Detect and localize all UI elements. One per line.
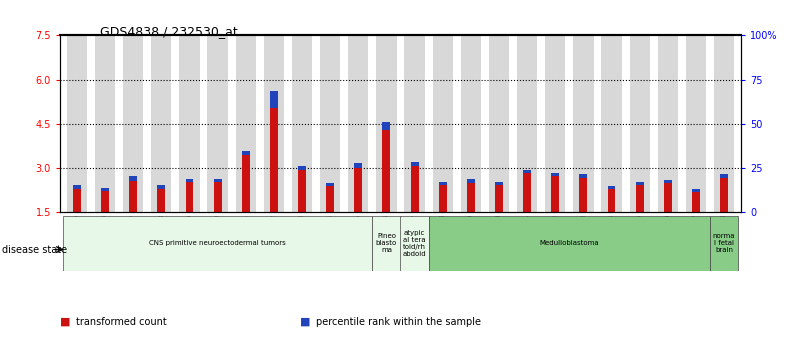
Bar: [348, 35, 368, 212]
Bar: [73, 185, 81, 189]
Bar: [383, 130, 390, 212]
Text: Pineo
blasto
ma: Pineo blasto ma: [376, 233, 397, 253]
Bar: [292, 35, 312, 212]
Bar: [692, 192, 700, 212]
Bar: [602, 35, 622, 212]
Bar: [242, 155, 250, 212]
Bar: [207, 35, 227, 212]
Bar: [158, 189, 165, 212]
Text: ■: ■: [300, 317, 311, 327]
Bar: [73, 189, 81, 212]
Bar: [714, 35, 735, 212]
Bar: [129, 181, 137, 212]
Bar: [720, 178, 728, 212]
Bar: [214, 179, 222, 182]
Bar: [608, 187, 615, 189]
Bar: [186, 179, 193, 182]
Text: atypic
al tera
toid/rh
abdoid: atypic al tera toid/rh abdoid: [403, 230, 426, 257]
Bar: [376, 35, 396, 212]
Bar: [326, 187, 334, 212]
Bar: [579, 174, 587, 178]
Bar: [411, 166, 418, 212]
Bar: [101, 191, 109, 212]
Bar: [545, 35, 566, 212]
Bar: [523, 173, 531, 212]
Bar: [270, 91, 278, 108]
Bar: [495, 185, 503, 212]
Bar: [439, 185, 447, 212]
Text: GDS4838 / 232530_at: GDS4838 / 232530_at: [100, 25, 238, 38]
Bar: [523, 170, 531, 173]
Bar: [467, 183, 475, 212]
Bar: [179, 35, 199, 212]
Bar: [433, 35, 453, 212]
Bar: [186, 182, 193, 212]
Bar: [242, 151, 250, 155]
Bar: [630, 35, 650, 212]
Bar: [158, 185, 165, 189]
Bar: [298, 166, 306, 170]
Bar: [608, 189, 615, 212]
Bar: [354, 164, 362, 167]
Bar: [495, 182, 503, 185]
Bar: [658, 35, 678, 212]
Text: ■: ■: [60, 317, 70, 327]
Bar: [579, 178, 587, 212]
Bar: [411, 162, 418, 166]
Bar: [235, 35, 256, 212]
Bar: [270, 108, 278, 212]
Bar: [664, 183, 672, 212]
Bar: [400, 216, 429, 271]
Bar: [101, 188, 109, 191]
Bar: [517, 35, 537, 212]
Bar: [439, 182, 447, 185]
Bar: [123, 35, 143, 212]
Bar: [664, 180, 672, 183]
Bar: [574, 35, 594, 212]
Text: disease state: disease state: [2, 245, 66, 255]
Bar: [214, 182, 222, 212]
Bar: [686, 35, 706, 212]
Text: percentile rank within the sample: percentile rank within the sample: [316, 317, 481, 327]
Bar: [692, 189, 700, 192]
Bar: [66, 35, 87, 212]
Bar: [63, 216, 372, 271]
Bar: [551, 173, 559, 176]
Bar: [636, 182, 643, 185]
Bar: [95, 35, 115, 212]
Bar: [326, 183, 334, 187]
Bar: [467, 179, 475, 183]
Bar: [636, 185, 643, 212]
Bar: [129, 176, 137, 181]
Bar: [405, 35, 425, 212]
Text: norma
l fetal
brain: norma l fetal brain: [713, 233, 735, 253]
Bar: [489, 35, 509, 212]
Text: CNS primitive neuroectodermal tumors: CNS primitive neuroectodermal tumors: [149, 240, 286, 246]
Bar: [320, 35, 340, 212]
Bar: [298, 170, 306, 212]
Bar: [461, 35, 481, 212]
Bar: [429, 216, 710, 271]
Bar: [710, 216, 738, 271]
Bar: [151, 35, 171, 212]
Bar: [372, 216, 400, 271]
Text: Medulloblastoma: Medulloblastoma: [540, 240, 599, 246]
Bar: [354, 167, 362, 212]
Text: transformed count: transformed count: [76, 317, 167, 327]
Bar: [264, 35, 284, 212]
Bar: [551, 176, 559, 212]
Bar: [383, 122, 390, 130]
Bar: [720, 174, 728, 178]
